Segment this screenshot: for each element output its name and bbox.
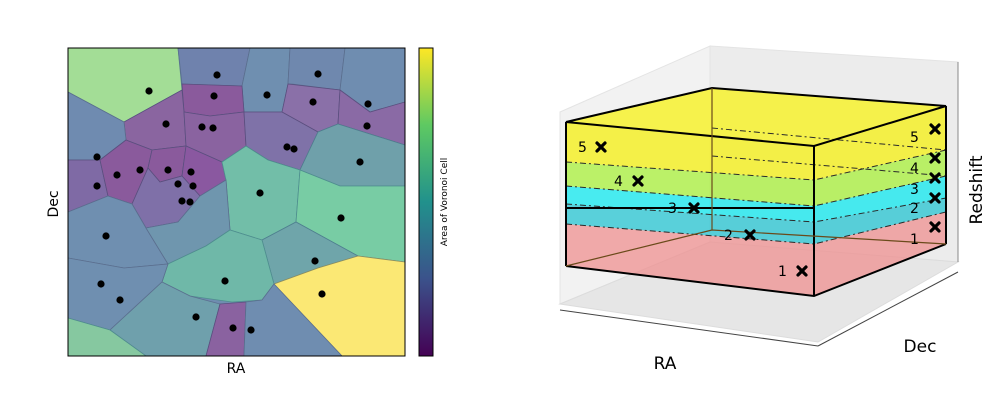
voronoi-point [311,257,319,265]
layer-label-3: 3 [668,201,677,217]
voronoi-cell-largest [273,255,405,356]
voronoi-point [145,87,153,95]
voronoi-point [309,98,317,106]
layer-label-5: 5 [578,140,587,156]
voronoi-point [263,91,271,99]
layer-label-right-1: 1 [910,232,919,248]
x-marker [929,123,941,135]
layer-labels-right: 1 2 3 4 5 [910,130,919,248]
voronoi-point [102,232,110,240]
voronoi-point [186,198,194,206]
layer-label-2: 2 [724,228,733,244]
dec-axis-line [817,271,959,347]
layer-5 [566,106,946,180]
ra-axis-line [559,309,819,347]
layer-label-right-5: 5 [910,130,919,146]
x-marker [929,221,941,233]
layer-label-right-4: 4 [910,161,919,177]
voronoi-point [93,153,101,161]
x-marker [595,141,607,153]
voronoi-point [164,166,172,174]
layer-label-4: 4 [614,174,623,190]
voronoi-point [189,182,197,190]
voronoi-frame [67,47,406,357]
box-edges [565,86,947,298]
layer-3 [566,176,946,222]
layer-1 [566,212,946,296]
voronoi-point [162,120,170,128]
voronoi-point [187,168,195,176]
voronoi-panel: RA Dec Area of Voronoi Cell [46,47,450,377]
layer-2 [566,198,946,244]
voronoi-cell [177,48,251,87]
voronoi-cell [68,317,147,356]
x-marker [929,192,941,204]
layer-label-right-2: 2 [910,201,919,217]
voronoi-cells [68,48,405,356]
x-marker [744,229,756,241]
voronoi-point [247,326,255,334]
voronoi-point [93,182,101,190]
voronoi-point [314,70,322,78]
voronoi-point [363,122,371,130]
x-marker [929,172,941,184]
x-marker [688,202,700,214]
voronoi-point [209,124,217,132]
voronoi-point [283,143,291,151]
layers-ylabel: Dec [904,337,937,357]
voronoi-point [364,100,372,108]
layers-zlabel: Redshift [967,155,987,224]
layer-top-face [566,88,946,146]
voronoi-point [221,277,229,285]
layer-labels-left: 1 2 3 4 5 [578,140,787,280]
voronoi-point [356,158,364,166]
voronoi-cell [337,89,405,146]
voronoi-point [97,280,105,288]
voronoi-point [256,189,264,197]
layers-panel: 1 2 3 4 5 1 2 3 4 5 RA Dec Redsh [558,45,987,374]
layer-markers [595,123,941,277]
voronoi-point [229,324,237,332]
layer-4 [566,150,946,206]
voronoi-cell [243,283,343,356]
voronoi-point [210,92,218,100]
voronoi-point [113,171,121,179]
voronoi-cell [181,83,245,117]
layer-label-right-3: 3 [910,182,919,198]
voronoi-point [178,197,186,205]
voronoi-point [174,180,182,188]
voronoi-point [198,123,206,131]
back-edges [565,88,947,267]
colorbar-label: Area of Voronoi Cell [440,158,450,246]
x-marker [796,265,808,277]
colorbar [418,47,434,357]
voronoi-ylabel: Dec [46,190,62,217]
voronoi-point [318,290,326,298]
voronoi-point [337,214,345,222]
voronoi-point [213,71,221,79]
layers-xlabel: RA [654,354,677,374]
voronoi-point [290,145,298,153]
voronoi-cell [205,301,247,356]
x-marker [929,152,941,164]
voronoi-points [93,70,372,334]
voronoi-point [136,166,144,174]
voronoi-point [192,313,200,321]
voronoi-cell [287,48,346,91]
x-marker [632,175,644,187]
layer-label-1: 1 [778,264,787,280]
voronoi-cell [241,48,291,113]
voronoi-xlabel: RA [227,361,246,377]
voronoi-point [116,296,124,304]
